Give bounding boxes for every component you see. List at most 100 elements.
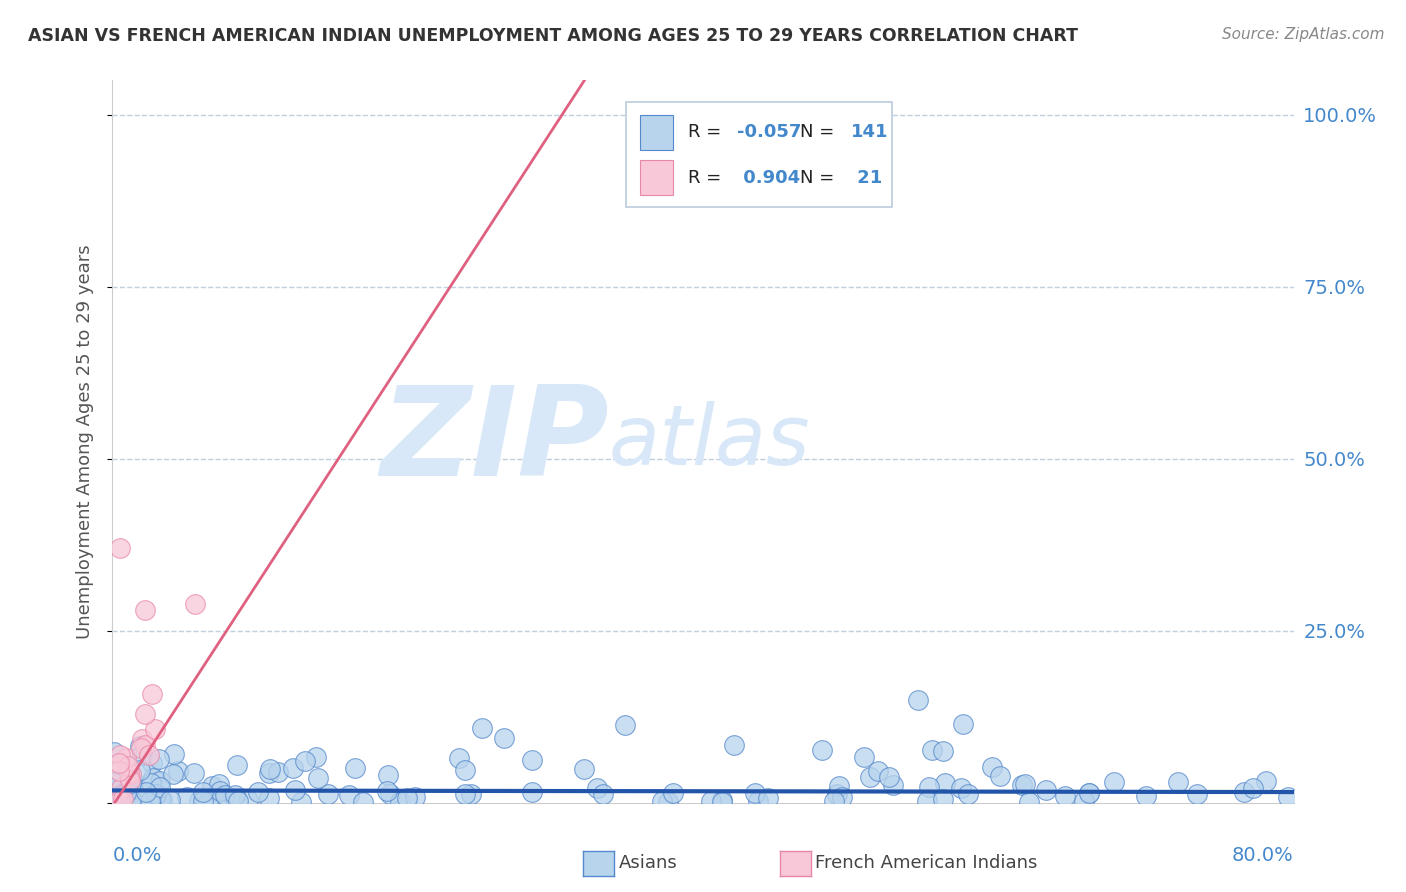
Point xyxy=(111,780,134,795)
Point xyxy=(197,795,219,809)
Point xyxy=(404,789,426,804)
Point xyxy=(110,781,132,796)
Point xyxy=(950,780,973,795)
Point xyxy=(131,748,153,763)
Point xyxy=(283,760,305,774)
Point xyxy=(104,792,127,806)
Point xyxy=(917,780,939,795)
Point xyxy=(1073,794,1095,808)
Point xyxy=(1011,778,1033,792)
Point xyxy=(108,764,131,778)
Point xyxy=(134,738,156,752)
Point xyxy=(129,764,152,778)
Point xyxy=(149,774,172,789)
Text: N =: N = xyxy=(800,123,839,141)
Point xyxy=(214,788,236,802)
Point xyxy=(108,541,131,556)
Point xyxy=(723,738,745,752)
Point xyxy=(859,770,882,784)
Text: R =: R = xyxy=(688,169,727,186)
Point xyxy=(183,766,205,780)
Point xyxy=(907,692,929,706)
Point xyxy=(520,785,543,799)
Point xyxy=(290,795,312,809)
Point xyxy=(118,765,141,780)
Point xyxy=(1054,789,1077,803)
Point xyxy=(226,757,249,772)
Point xyxy=(259,762,281,776)
Point xyxy=(208,777,231,791)
Point xyxy=(145,787,167,801)
Point xyxy=(118,773,141,788)
Point xyxy=(811,743,834,757)
Point xyxy=(200,779,222,793)
Point xyxy=(204,792,226,806)
Point xyxy=(339,789,361,803)
Point xyxy=(934,776,956,790)
Point xyxy=(150,793,173,807)
Point xyxy=(148,752,170,766)
Text: R =: R = xyxy=(688,123,727,141)
Point xyxy=(228,794,250,808)
Text: 80.0%: 80.0% xyxy=(1232,847,1294,865)
Point xyxy=(744,786,766,800)
Point xyxy=(866,764,889,778)
Point xyxy=(1135,789,1157,803)
Point xyxy=(1035,782,1057,797)
Point xyxy=(115,776,138,790)
Point xyxy=(115,786,138,800)
Text: 21: 21 xyxy=(851,169,882,186)
Point xyxy=(1254,773,1277,788)
Text: ASIAN VS FRENCH AMERICAN INDIAN UNEMPLOYMENT AMONG AGES 25 TO 29 YEARS CORRELATI: ASIAN VS FRENCH AMERICAN INDIAN UNEMPLOY… xyxy=(28,27,1078,45)
Point xyxy=(284,783,307,797)
Text: 141: 141 xyxy=(851,123,889,141)
Point xyxy=(149,792,172,806)
Point xyxy=(201,791,224,805)
Point xyxy=(141,687,163,701)
Point xyxy=(134,603,156,617)
Point xyxy=(877,770,900,784)
Point xyxy=(1185,787,1208,801)
Point xyxy=(141,756,163,771)
Point xyxy=(107,772,129,787)
Point xyxy=(162,747,184,762)
Text: ZIP: ZIP xyxy=(380,381,609,502)
Point xyxy=(159,793,181,807)
Point xyxy=(115,780,138,795)
Point xyxy=(454,787,477,801)
Point xyxy=(460,787,482,801)
Point xyxy=(236,793,259,807)
Point xyxy=(110,748,132,763)
Point xyxy=(193,785,215,799)
Point xyxy=(135,785,157,799)
Point xyxy=(139,776,162,790)
Point xyxy=(882,778,904,792)
Point xyxy=(105,789,128,803)
Point xyxy=(305,750,328,764)
Point xyxy=(700,794,723,808)
Point xyxy=(520,753,543,767)
Point xyxy=(1233,785,1256,799)
Point xyxy=(129,739,152,753)
Point xyxy=(352,795,374,809)
Point xyxy=(188,794,211,808)
Point xyxy=(574,762,596,776)
Point xyxy=(138,794,160,808)
Point xyxy=(257,766,280,780)
Point xyxy=(118,796,141,810)
Point xyxy=(257,790,280,805)
Point xyxy=(454,764,477,778)
Point xyxy=(1078,787,1101,801)
Point xyxy=(108,756,131,770)
Point xyxy=(956,787,979,801)
Point xyxy=(120,776,142,790)
Point xyxy=(143,722,166,736)
Point xyxy=(115,750,138,764)
FancyBboxPatch shape xyxy=(640,161,673,195)
Point xyxy=(122,774,145,789)
Point xyxy=(117,786,139,800)
Point xyxy=(1241,781,1264,796)
Point xyxy=(1077,786,1099,800)
Point xyxy=(112,786,135,800)
Point xyxy=(117,759,139,773)
